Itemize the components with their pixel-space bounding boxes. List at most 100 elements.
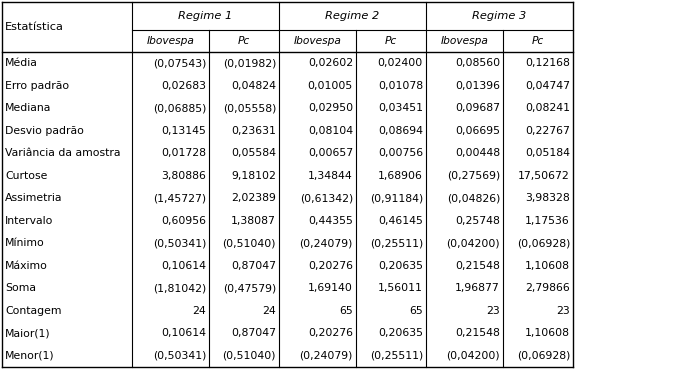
Text: 0,23631: 0,23631 — [231, 126, 276, 136]
Text: 0,12168: 0,12168 — [525, 58, 570, 68]
Text: 65: 65 — [339, 306, 353, 316]
Text: 1,38087: 1,38087 — [231, 216, 276, 226]
Text: 0,46145: 0,46145 — [378, 216, 423, 226]
Text: Máximo: Máximo — [5, 261, 48, 271]
Text: 0,00657: 0,00657 — [308, 148, 353, 158]
Text: Regime 2: Regime 2 — [325, 11, 380, 21]
Text: Pc: Pc — [238, 36, 250, 46]
Text: 0,87047: 0,87047 — [231, 261, 276, 271]
Text: 1,10608: 1,10608 — [525, 328, 570, 338]
Text: 0,01396: 0,01396 — [455, 81, 500, 91]
Text: 2,02389: 2,02389 — [231, 193, 276, 203]
Text: 1,56011: 1,56011 — [378, 283, 423, 293]
Text: 65: 65 — [409, 306, 423, 316]
Text: 0,13145: 0,13145 — [161, 126, 206, 136]
Text: (0,04826): (0,04826) — [446, 193, 500, 203]
Text: 0,20276: 0,20276 — [308, 261, 353, 271]
Text: 0,10614: 0,10614 — [161, 261, 206, 271]
Text: (0,04200): (0,04200) — [446, 351, 500, 361]
Text: 23: 23 — [486, 306, 500, 316]
Text: (0,07543): (0,07543) — [153, 58, 206, 68]
Text: 0,01078: 0,01078 — [378, 81, 423, 91]
Text: (0,01982): (0,01982) — [223, 58, 276, 68]
Text: 0,03451: 0,03451 — [378, 103, 423, 113]
Text: 0,10614: 0,10614 — [161, 328, 206, 338]
Text: 1,96877: 1,96877 — [455, 283, 500, 293]
Text: 0,20635: 0,20635 — [378, 328, 423, 338]
Text: Média: Média — [5, 58, 38, 68]
Text: Ibovespa: Ibovespa — [441, 36, 489, 46]
Text: Assimetria: Assimetria — [5, 193, 62, 203]
Text: 0,21548: 0,21548 — [455, 261, 500, 271]
Text: (0,91184): (0,91184) — [370, 193, 423, 203]
Text: 17,50672: 17,50672 — [518, 171, 570, 181]
Text: (1,81042): (1,81042) — [153, 283, 206, 293]
Text: 9,18102: 9,18102 — [231, 171, 276, 181]
Text: 0,25748: 0,25748 — [455, 216, 500, 226]
Text: Contagem: Contagem — [5, 306, 62, 316]
Text: Ibovespa: Ibovespa — [147, 36, 194, 46]
Text: (0,24079): (0,24079) — [300, 351, 353, 361]
Text: 0,01005: 0,01005 — [308, 81, 353, 91]
Text: Regime 1: Regime 1 — [179, 11, 233, 21]
Text: 0,09687: 0,09687 — [455, 103, 500, 113]
Text: 0,44355: 0,44355 — [308, 216, 353, 226]
Text: (0,25511): (0,25511) — [370, 351, 423, 361]
Text: 0,87047: 0,87047 — [231, 328, 276, 338]
Text: Regime 3: Regime 3 — [473, 11, 527, 21]
Text: Intervalo: Intervalo — [5, 216, 53, 226]
Text: 0,04747: 0,04747 — [525, 81, 570, 91]
Text: Pc: Pc — [385, 36, 397, 46]
Text: (0,05558): (0,05558) — [223, 103, 276, 113]
Text: 0,08104: 0,08104 — [308, 126, 353, 136]
Text: 0,00448: 0,00448 — [455, 148, 500, 158]
Text: Soma: Soma — [5, 283, 36, 293]
Text: 0,60956: 0,60956 — [161, 216, 206, 226]
Text: 0,02602: 0,02602 — [308, 58, 353, 68]
Text: 0,04824: 0,04824 — [231, 81, 276, 91]
Text: (1,45727): (1,45727) — [153, 193, 206, 203]
Text: (0,06928): (0,06928) — [517, 238, 570, 248]
Text: Menor(1): Menor(1) — [5, 351, 55, 361]
Text: 23: 23 — [556, 306, 570, 316]
Text: (0,06885): (0,06885) — [153, 103, 206, 113]
Text: (0,51040): (0,51040) — [223, 351, 276, 361]
Text: (0,24079): (0,24079) — [300, 238, 353, 248]
Text: (0,50341): (0,50341) — [153, 351, 206, 361]
Text: 0,05584: 0,05584 — [231, 148, 276, 158]
Text: 0,06695: 0,06695 — [455, 126, 500, 136]
Text: (0,04200): (0,04200) — [446, 238, 500, 248]
Text: 0,21548: 0,21548 — [455, 328, 500, 338]
Text: 0,02950: 0,02950 — [308, 103, 353, 113]
Text: 3,80886: 3,80886 — [161, 171, 206, 181]
Text: 1,34844: 1,34844 — [308, 171, 353, 181]
Text: 3,98328: 3,98328 — [525, 193, 570, 203]
Text: Erro padrão: Erro padrão — [5, 81, 69, 91]
Text: 0,22767: 0,22767 — [525, 126, 570, 136]
Text: 1,10608: 1,10608 — [525, 261, 570, 271]
Text: (0,50341): (0,50341) — [153, 238, 206, 248]
Text: 0,08560: 0,08560 — [455, 58, 500, 68]
Text: (0,61342): (0,61342) — [300, 193, 353, 203]
Text: 1,69140: 1,69140 — [308, 283, 353, 293]
Text: Maior(1): Maior(1) — [5, 328, 51, 338]
Text: Variância da amostra: Variância da amostra — [5, 148, 120, 158]
Text: 0,01728: 0,01728 — [161, 148, 206, 158]
Text: (0,51040): (0,51040) — [223, 238, 276, 248]
Text: 24: 24 — [192, 306, 206, 316]
Text: 0,08694: 0,08694 — [378, 126, 423, 136]
Text: (0,06928): (0,06928) — [517, 351, 570, 361]
Text: Pc: Pc — [532, 36, 544, 46]
Text: Curtose: Curtose — [5, 171, 47, 181]
Text: 0,02400: 0,02400 — [378, 58, 423, 68]
Text: 0,20276: 0,20276 — [308, 328, 353, 338]
Text: 0,00756: 0,00756 — [378, 148, 423, 158]
Text: 0,02683: 0,02683 — [161, 81, 206, 91]
Text: 2,79866: 2,79866 — [525, 283, 570, 293]
Text: Estatística: Estatística — [5, 22, 64, 32]
Text: Mediana: Mediana — [5, 103, 51, 113]
Text: 0,08241: 0,08241 — [525, 103, 570, 113]
Text: Desvio padrão: Desvio padrão — [5, 126, 84, 136]
Text: (0,25511): (0,25511) — [370, 238, 423, 248]
Text: Ibovespa: Ibovespa — [293, 36, 341, 46]
